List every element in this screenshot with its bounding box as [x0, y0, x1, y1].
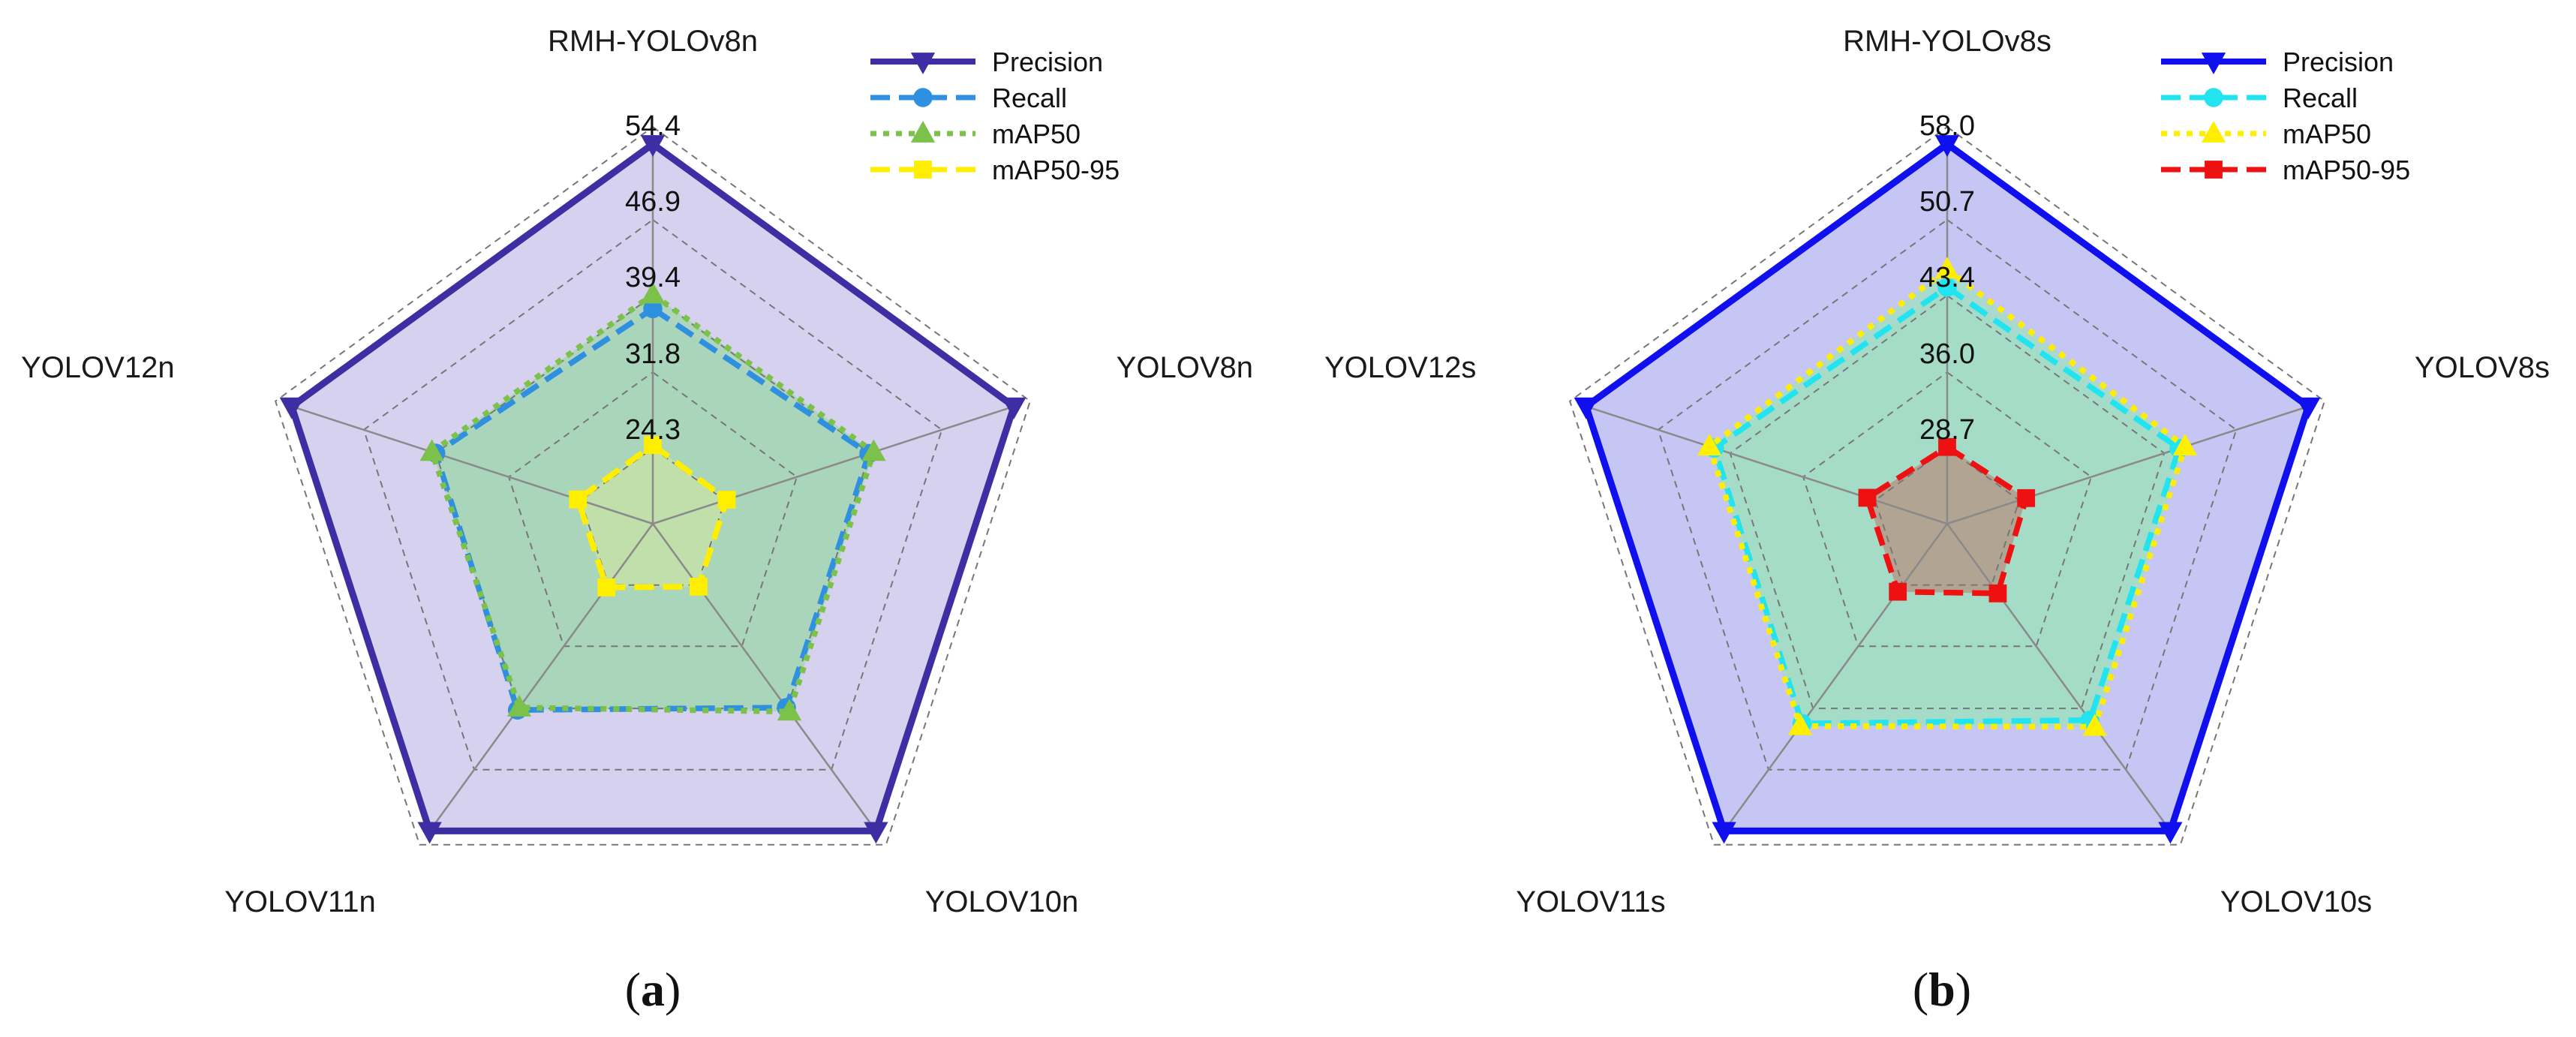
axis-label: YOLOV10n — [925, 885, 1079, 918]
axis-label: YOLOV11n — [224, 885, 376, 918]
series-line-map50 — [428, 291, 877, 715]
legend-marker — [913, 88, 933, 107]
axis-spoke — [651, 523, 877, 832]
data-point-map50 — [2082, 714, 2107, 736]
tick-label: 24.3 — [625, 414, 681, 446]
data-point-map50 — [777, 699, 802, 721]
axis-label: YOLOV12s — [1324, 351, 1476, 384]
data-point-map50 — [1697, 434, 1722, 455]
axis-spoke — [1723, 523, 1949, 832]
legend-label: Precision — [992, 47, 1103, 77]
panel-label-b: (b) — [1913, 963, 1971, 1016]
axis-label: YOLOV12n — [21, 351, 175, 384]
axis-label: YOLOV10s — [2220, 885, 2372, 918]
legend-marker — [2201, 121, 2226, 143]
legend-label: mAP50-95 — [2283, 155, 2410, 185]
tick-label: 39.4 — [625, 262, 681, 293]
tick-label: 46.9 — [625, 186, 681, 218]
tick-label: 31.8 — [625, 338, 681, 370]
axis-spoke — [291, 405, 654, 525]
tick-label: 50.7 — [1919, 186, 1975, 218]
data-point-map50-95 — [690, 577, 708, 596]
data-point-map50-95 — [2017, 488, 2036, 507]
legend-marker — [2205, 161, 2223, 179]
data-point-map50-95 — [597, 579, 616, 597]
data-point-precision — [2158, 822, 2183, 844]
tick-label: 28.7 — [1919, 414, 1975, 446]
axis-label: YOLOV8s — [2415, 351, 2550, 384]
grid-ring — [434, 294, 871, 710]
data-point-recall — [643, 299, 663, 319]
data-point-precision — [640, 135, 666, 157]
axis-spoke — [1586, 405, 1948, 525]
grid-ring — [1802, 371, 2093, 648]
data-point-precision — [864, 822, 888, 844]
radar-chart-b: 28.7 36.0 43.4 50.7 58.0 RMH-YOLOv8s YOLOV8s YO… — [1324, 25, 2550, 918]
grid-ring — [362, 218, 943, 771]
legend-label: Precision — [2283, 47, 2394, 77]
legend: Precision Recall mAP50 mAP50-95 — [870, 47, 1120, 185]
panel-label-a: (a) — [625, 963, 681, 1016]
data-point-precision — [1712, 822, 1736, 844]
legend-marker — [914, 161, 932, 179]
legend: Precision Recall mAP50 mAP50-95 — [2161, 47, 2410, 185]
tick-label: 58.0 — [1919, 110, 1975, 142]
legend-marker — [910, 53, 936, 74]
axis-label: RMH-YOLOv8n — [548, 25, 758, 58]
grid-ring — [507, 371, 798, 648]
data-point-map50-95 — [717, 491, 736, 509]
data-point-map50 — [1934, 257, 1960, 279]
series-line-precision — [1583, 140, 2312, 834]
data-point-map50-95 — [1988, 584, 2007, 603]
axis-spoke — [428, 523, 654, 832]
data-point-precision — [279, 397, 304, 419]
data-point-precision — [1002, 397, 1026, 419]
data-point-map50 — [861, 439, 886, 461]
legend-label: mAP50 — [2283, 119, 2371, 149]
data-point-map50 — [640, 281, 666, 304]
data-point-map50 — [1788, 713, 1813, 735]
axis-spoke — [1946, 523, 2172, 832]
data-point-precision — [417, 822, 442, 844]
axis-spoke — [652, 405, 1014, 525]
data-point-map50 — [2172, 434, 2198, 455]
legend-marker — [910, 121, 936, 143]
data-point-map50 — [506, 694, 532, 717]
tick-label: 43.4 — [1919, 262, 1975, 293]
data-point-map50-95 — [1858, 488, 1877, 507]
data-point-map50 — [419, 439, 444, 461]
legend-label: Recall — [992, 83, 1067, 113]
series-line-precision — [288, 140, 1017, 834]
data-point-precision — [1574, 397, 1598, 419]
series-line-map50 — [1706, 266, 2188, 730]
data-point-precision — [1934, 135, 1960, 157]
series-line-map50-95 — [1864, 443, 2029, 597]
series-line-recall — [1711, 284, 2182, 726]
data-point-map50-95 — [569, 490, 588, 509]
legend-marker — [2201, 53, 2226, 74]
axis-spoke — [1946, 405, 2309, 525]
data-point-map50-95 — [1938, 437, 1956, 456]
legend-label: mAP50 — [992, 119, 1081, 149]
grid-ring — [1657, 218, 2238, 771]
axis-label: RMH-YOLOv8s — [1843, 25, 2051, 58]
series-line-map50-95 — [575, 442, 730, 591]
tick-label: 36.0 — [1919, 338, 1975, 370]
radar-chart-a: 24.3 31.8 39.4 46.9 54.4 RMH-YOLOv8n YOLOV8n YO… — [21, 25, 1253, 918]
data-point-map50-95 — [1889, 582, 1907, 601]
axis-label: YOLOV11s — [1516, 885, 1665, 918]
grid-ring-outer — [274, 125, 1032, 846]
legend-label: Recall — [2283, 83, 2358, 113]
legend-label: mAP50-95 — [992, 155, 1120, 185]
data-point-precision — [2296, 397, 2321, 419]
axis-label: YOLOV8n — [1117, 351, 1253, 384]
grid-ring — [1874, 446, 2021, 586]
tick-label: 54.4 — [625, 110, 681, 142]
data-point-recall — [1937, 278, 1957, 297]
data-point-map50-95 — [644, 436, 662, 454]
grid-ring — [1729, 294, 2166, 710]
legend-marker — [2204, 88, 2223, 107]
grid-ring-outer — [1568, 125, 2326, 846]
